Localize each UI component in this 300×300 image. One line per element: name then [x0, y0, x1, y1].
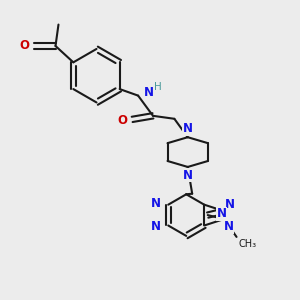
Text: O: O: [20, 40, 30, 52]
Text: N: N: [151, 220, 161, 233]
Text: O: O: [118, 114, 128, 128]
Text: N: N: [183, 122, 193, 135]
Text: N: N: [143, 85, 153, 98]
Text: N: N: [183, 169, 193, 182]
Text: N: N: [225, 198, 235, 211]
Text: N: N: [224, 220, 233, 233]
Text: CH₃: CH₃: [239, 239, 257, 249]
Text: H: H: [154, 82, 161, 92]
Text: N: N: [151, 197, 161, 210]
Text: N: N: [217, 207, 226, 220]
